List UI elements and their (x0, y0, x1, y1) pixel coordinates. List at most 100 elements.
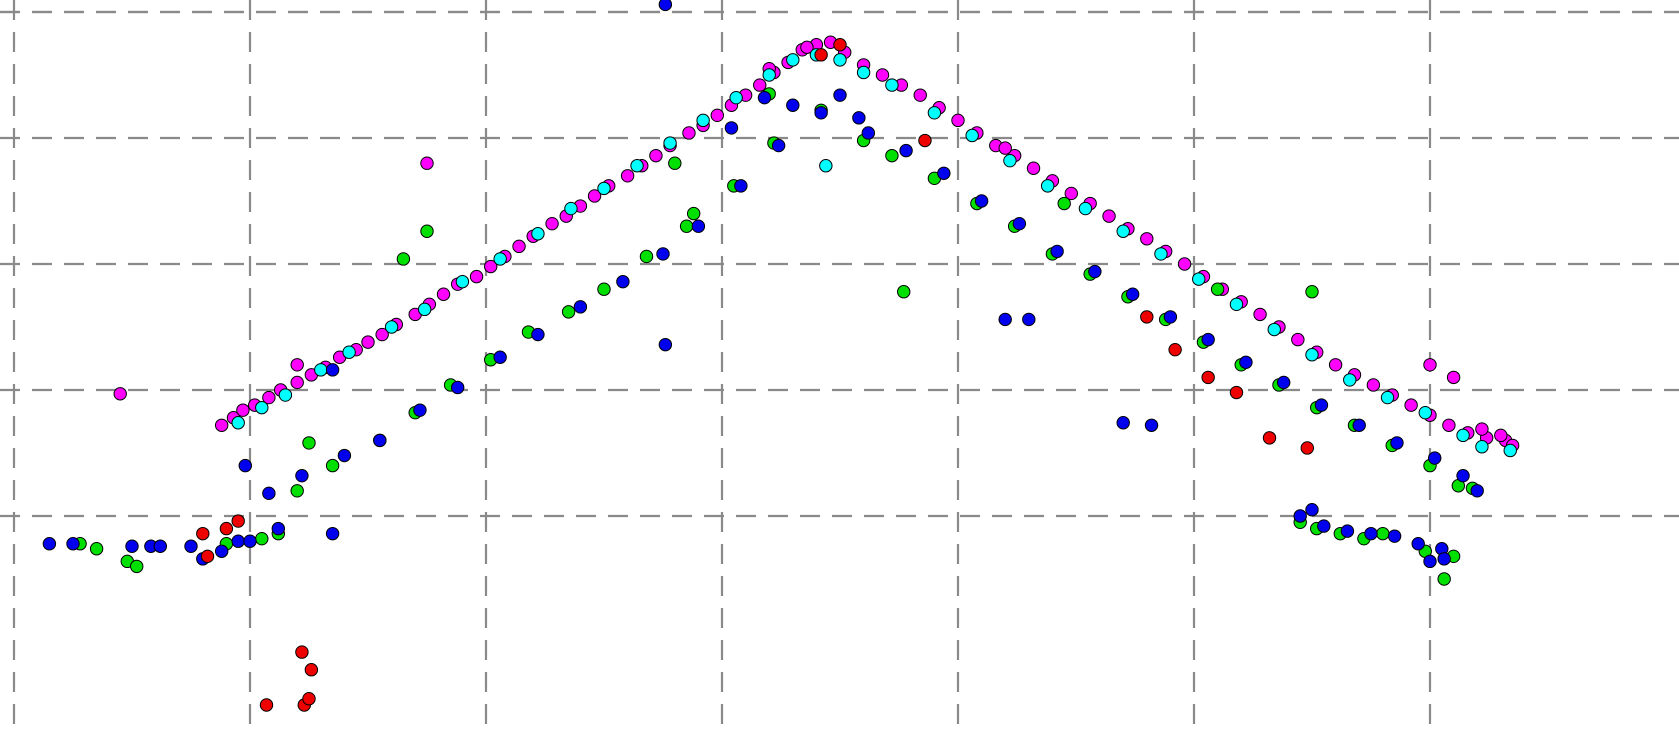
data-point-s1-8 (290, 375, 304, 390)
data-point-s5-16 (1229, 385, 1244, 400)
data-point-s5-18 (1300, 441, 1314, 455)
data-point-s2-17 (762, 68, 776, 82)
data-point-s3-8 (325, 458, 340, 473)
data-point-s2-38 (1456, 428, 1470, 443)
data-point-s4-15 (295, 468, 309, 483)
data-point-s4-2 (66, 537, 80, 551)
data-point-s2-5 (342, 345, 356, 359)
data-point-s4-33 (724, 121, 739, 135)
data-point-s4-1 (42, 537, 57, 551)
data-point-s3-57 (130, 559, 144, 574)
data-point-s3-16 (639, 249, 654, 264)
data-point-s5-10 (814, 48, 828, 62)
data-point-s1-82 (1423, 358, 1437, 372)
data-point-s1-87 (290, 358, 304, 372)
data-point-s2-40 (1503, 443, 1517, 458)
data-point-s3-15 (597, 282, 611, 296)
data-point-s4-66 (1437, 552, 1451, 566)
data-point-s4-17 (373, 433, 387, 448)
data-point-s4-11 (271, 521, 286, 536)
data-point-s4-40 (974, 194, 989, 208)
data-point-s1-14 (375, 327, 389, 342)
data-point-s4-60 (1317, 519, 1331, 533)
data-point-s2-18 (786, 53, 800, 67)
data-point-s1-32 (649, 148, 663, 163)
data-point-s4-32 (658, 0, 673, 12)
data-point-s2-16 (729, 90, 743, 105)
data-point-s2-29 (1116, 224, 1130, 238)
data-point-s1-73 (1366, 378, 1381, 392)
data-point-s5-9 (295, 645, 309, 659)
data-point-s2-2 (255, 400, 269, 415)
data-point-s3-28 (885, 148, 899, 163)
data-point-s1-81 (1446, 370, 1461, 385)
data-point-s4-53 (1456, 468, 1470, 483)
data-point-s2-1 (231, 416, 245, 430)
data-point-s4-62 (1364, 526, 1378, 541)
data-point-s5-2 (196, 526, 210, 541)
data-point-s4-64 (1411, 537, 1425, 551)
data-point-s1-23 (512, 239, 526, 254)
data-point-s3-2 (89, 542, 104, 556)
data-point-s4-41 (1012, 216, 1027, 231)
data-point-s1-63 (1177, 257, 1192, 271)
data-point-s2-27 (1040, 179, 1055, 193)
data-point-s3-23 (420, 224, 434, 238)
data-point-s1-49 (913, 88, 927, 102)
data-point-s1-86 (420, 156, 434, 170)
data-point-s4-52 (1428, 451, 1442, 465)
data-point-s1-30 (620, 169, 635, 183)
data-point-s2-31 (1192, 272, 1206, 286)
data-point-s1-57 (1064, 186, 1078, 201)
data-point-s4-35 (786, 98, 800, 112)
data-point-s2-23 (885, 78, 899, 92)
data-point-s4-63 (1387, 529, 1402, 543)
data-point-s4-68 (1423, 554, 1437, 569)
data-point-s1-4 (236, 403, 250, 417)
data-point-s4-36 (833, 88, 847, 102)
data-point-s1-61 (1140, 232, 1154, 246)
data-point-s4-13 (238, 458, 252, 473)
data-point-s4-9 (231, 534, 245, 548)
data-point-s2-37 (1418, 405, 1432, 420)
data-point-s2-6 (384, 320, 399, 334)
data-point-s4-45 (1163, 310, 1178, 324)
data-point-s1-83 (1475, 422, 1489, 436)
data-point-s5-5 (259, 698, 274, 712)
data-point-s1-34 (682, 126, 696, 140)
data-point-s4-6 (184, 539, 198, 553)
data-point-s5-13 (1140, 310, 1154, 324)
data-point-s3-53 (1376, 526, 1390, 541)
data-point-s4-42 (1050, 244, 1064, 259)
data-point-s1-18 (436, 287, 451, 301)
data-point-s1-47 (875, 68, 890, 82)
data-point-s5-4 (231, 514, 245, 528)
data-point-s4-47 (1239, 355, 1253, 369)
data-point-s4-8 (214, 544, 229, 558)
data-point-s5-7 (302, 692, 316, 706)
data-point-s2-33 (1267, 322, 1281, 337)
data-point-s2-15 (696, 113, 710, 128)
data-point-s3-7 (290, 484, 304, 498)
data-point-s4-14 (262, 486, 276, 501)
data-point-s4-57 (1116, 416, 1130, 430)
data-point-s4-19 (450, 380, 465, 395)
data-point-s2-11 (564, 201, 578, 216)
data-point-s1-25 (545, 216, 559, 231)
data-point-s3-56 (1437, 572, 1451, 586)
data-point-s2-20 (833, 53, 847, 67)
data-point-s1-2 (214, 418, 229, 432)
data-point-s4-23 (616, 274, 630, 289)
data-point-s5-8 (304, 663, 319, 677)
data-point-s4-3 (125, 539, 139, 553)
data-point-s4-44 (1125, 287, 1140, 301)
data-point-s3-24 (668, 156, 682, 170)
data-point-s1-67 (1253, 307, 1267, 322)
data-point-s1-6 (262, 390, 276, 405)
data-point-s4-58 (1144, 418, 1159, 432)
data-point-s4-39 (937, 166, 951, 180)
data-point-s2-4 (314, 363, 328, 377)
data-point-s2-21 (819, 159, 833, 173)
data-point-s4-12 (325, 526, 340, 541)
